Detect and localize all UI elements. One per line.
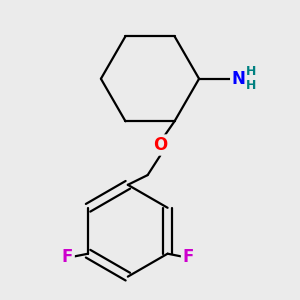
Text: H: H: [245, 79, 256, 92]
Text: F: F: [182, 248, 194, 266]
Text: F: F: [62, 248, 73, 266]
Text: F: F: [62, 248, 73, 266]
Text: H: H: [245, 65, 256, 78]
Text: H: H: [245, 65, 256, 78]
Text: N: N: [232, 70, 246, 88]
Text: O: O: [153, 136, 167, 154]
Text: N: N: [232, 70, 246, 88]
Text: O: O: [153, 136, 167, 154]
Text: F: F: [182, 248, 194, 266]
Text: H: H: [245, 79, 256, 92]
